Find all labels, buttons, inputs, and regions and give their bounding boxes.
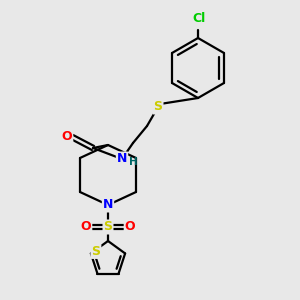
Text: O: O	[62, 130, 72, 142]
Text: S: S	[103, 220, 112, 233]
Text: H: H	[129, 157, 137, 167]
Text: N: N	[117, 152, 127, 166]
Text: Cl: Cl	[192, 13, 206, 26]
Text: N: N	[103, 199, 113, 212]
Text: S: S	[154, 100, 163, 113]
Text: S: S	[92, 245, 100, 258]
Text: O: O	[81, 220, 91, 233]
Text: O: O	[125, 220, 135, 233]
